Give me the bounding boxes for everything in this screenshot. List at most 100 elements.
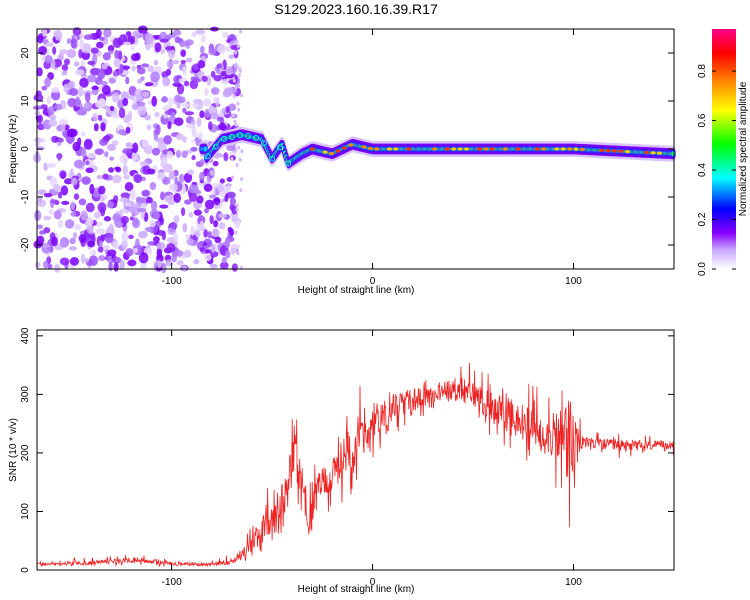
spectrogram-ridge-ring xyxy=(212,143,219,150)
spectrogram-xtick-label: -100 xyxy=(162,276,182,287)
spectrogram-noise-blob xyxy=(213,96,219,103)
spectrogram-noise-blob xyxy=(125,142,133,148)
spectrogram-noise-blob xyxy=(120,215,129,224)
spectrogram-noise-blob xyxy=(172,60,180,65)
spectrogram-noise-blob xyxy=(108,50,114,55)
spectrogram-noise-blob xyxy=(212,160,219,167)
spectrogram-noise-blob xyxy=(46,162,57,168)
spectrogram-noise-blob xyxy=(96,41,104,49)
spectrogram-noise-blob xyxy=(112,213,122,222)
spectrogram-noise-blob xyxy=(144,114,151,121)
spectrogram-ridge-mark xyxy=(203,146,208,152)
spectrogram-noise-blob xyxy=(199,45,205,54)
spectrogram-noise-blob xyxy=(101,85,111,96)
spectrogram-noise-blob xyxy=(61,70,68,76)
spectrogram-noise-blob xyxy=(70,211,77,217)
spectrogram-noise-blob xyxy=(135,238,140,250)
spectrogram-noise-blob xyxy=(153,59,158,66)
spectrogram-noise-blob xyxy=(54,103,63,111)
spectrogram-hot-spot xyxy=(374,147,380,151)
spectrogram-noise-blob xyxy=(240,177,244,182)
spectrogram-ytick-label: -20 xyxy=(20,237,31,252)
spectrogram-noise-blob xyxy=(135,196,142,203)
spectrogram-noise-blob xyxy=(176,259,184,266)
spectrogram-noise-blob xyxy=(70,38,77,49)
spectrogram-noise-blob xyxy=(36,235,45,246)
spectrogram-noise-blob xyxy=(185,123,195,129)
spectrogram-noise-blob xyxy=(178,173,185,183)
spectrogram-noise-blob xyxy=(128,35,136,42)
snr-ytick-label: 200 xyxy=(20,444,31,461)
spectrogram-noise-blob xyxy=(210,70,216,78)
spectrogram-noise-blob xyxy=(131,151,138,162)
spectrogram-noise-blob xyxy=(57,219,64,228)
spectrogram-noise-blob xyxy=(172,82,182,87)
spectrogram-noise-blob xyxy=(149,220,156,228)
spectrogram-noise-blob xyxy=(118,128,127,136)
spectrogram-noise-blob xyxy=(101,63,108,70)
spectrogram-hot-spot xyxy=(367,146,373,151)
spectrogram-hot-spot xyxy=(309,147,315,151)
spectrogram-noise-blob xyxy=(108,223,115,235)
spectrogram-noise-blob xyxy=(234,122,238,127)
spectrogram-noise-blob xyxy=(122,164,129,176)
spectrogram-noise-blob xyxy=(153,236,160,243)
spectrogram-noise-blob xyxy=(33,105,43,110)
spectrogram-noise-blob xyxy=(217,44,227,54)
spectrogram-noise-blob xyxy=(141,63,150,68)
spectrogram-noise-blob xyxy=(156,242,166,250)
spectrogram-noise-blob xyxy=(42,260,49,269)
spectrogram-noise-blob xyxy=(228,103,237,112)
spectrogram-noise-blob xyxy=(120,91,130,102)
spectrogram-noise-blob xyxy=(121,239,128,250)
spectrogram-noise-blob xyxy=(141,176,146,182)
spectrogram-noise-blob xyxy=(193,209,202,216)
spectrogram-noise-blob xyxy=(195,29,206,35)
spectrogram-noise-blob xyxy=(38,45,47,56)
spectrogram-noise-blob xyxy=(224,74,234,79)
spectrogram-noise-blob xyxy=(73,159,84,169)
spectrogram-noise-blob xyxy=(161,71,169,79)
spectrogram-noise-blob xyxy=(34,141,41,147)
spectrogram-noise-blob xyxy=(47,106,55,116)
spectrogram-noise-blob xyxy=(156,137,166,144)
spectrogram-noise-blob xyxy=(239,188,243,193)
spectrogram-noise-blob xyxy=(199,247,205,252)
spectrogram-noise-blob xyxy=(159,38,169,43)
spectrogram-noise-blob xyxy=(140,261,147,270)
spectrogram-ridge-ring xyxy=(253,134,260,141)
snr-ytick-label: 300 xyxy=(20,386,31,403)
spectrogram-noise-blob xyxy=(232,78,236,83)
spectrogram-noise-blob xyxy=(72,27,82,36)
colorbar-gradient xyxy=(712,29,736,269)
spectrogram-noise-blob xyxy=(36,67,43,77)
spectrogram-noise-blob xyxy=(95,221,103,227)
spectrogram-noise-blob xyxy=(235,64,239,69)
spectrogram-noise-blob xyxy=(122,97,129,107)
spectrogram-ridge-ring xyxy=(285,160,292,167)
spectrogram-noise-blob xyxy=(147,65,155,73)
spectrogram-noise-blob xyxy=(164,110,173,116)
spectrogram-noise-blob xyxy=(36,114,43,124)
snr-xtick-label: 100 xyxy=(565,577,582,588)
spectrogram-ridge-ring xyxy=(269,155,276,162)
spectrogram-noise-blob xyxy=(188,212,193,218)
spectrogram-noise-blob xyxy=(234,50,238,55)
spectrogram-noise-blob xyxy=(162,114,169,119)
spectrogram-noise-blob xyxy=(43,193,53,198)
spectrogram-ridge-ring xyxy=(220,135,227,142)
spectrogram-noise-blob xyxy=(89,249,97,256)
spectrogram-noise-blob xyxy=(177,96,186,104)
spectrogram-noise-blob xyxy=(70,201,76,210)
spectrogram-noise-blob xyxy=(213,197,221,206)
spectrogram-noise-blob xyxy=(155,124,161,135)
spectrogram-noise-blob xyxy=(136,101,146,107)
spectrogram-noise-blob xyxy=(160,96,169,103)
spectrogram-noise-blob xyxy=(59,48,69,55)
spectrogram-noise-blob xyxy=(203,88,209,96)
spectrogram-noise-blob xyxy=(152,147,161,156)
snr-axes: -100 0 100 0 100 200 300 400 xyxy=(20,327,674,588)
spectrogram-noise-blob xyxy=(208,48,217,56)
spectrogram-noise-blob xyxy=(196,116,202,128)
spectrogram-noise-blob xyxy=(73,61,80,67)
